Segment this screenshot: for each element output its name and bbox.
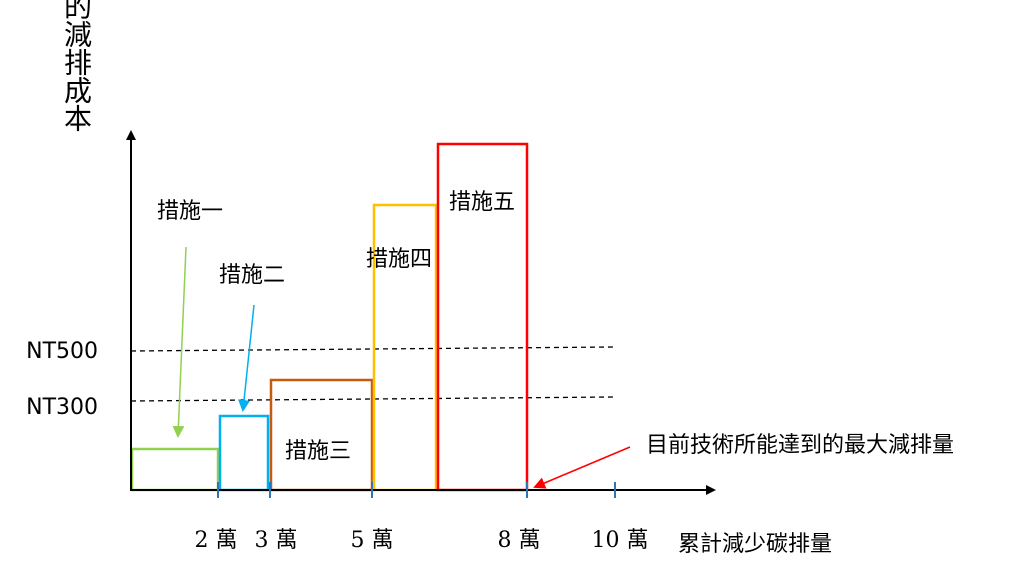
pointer-arrow xyxy=(533,446,631,489)
measure-label: 措施五 xyxy=(449,190,515,215)
measure-bar xyxy=(130,447,220,492)
x-tick-label: 2 萬 xyxy=(195,528,238,553)
y-axis-label: 每單位的減排成本 xyxy=(60,0,93,132)
x-tick-label: 5 萬 xyxy=(351,528,394,553)
pointer-arrow xyxy=(238,304,255,412)
x-tick-label: 8 萬 xyxy=(498,528,541,553)
level-label: NT300 xyxy=(26,395,98,420)
measure-label: 措施一 xyxy=(157,199,223,224)
measure-bar xyxy=(269,378,374,492)
x-ticks xyxy=(217,482,616,498)
measure-label: 措施三 xyxy=(285,439,351,464)
annotation: 目前技術所能達到的最大減排量 xyxy=(646,433,954,458)
pointer-arrow xyxy=(172,246,187,438)
level-line xyxy=(130,346,614,352)
measure-label: 措施二 xyxy=(219,263,285,288)
measure-label: 措施四 xyxy=(366,247,432,272)
level-label: NT500 xyxy=(26,339,98,364)
x-tick-label: 10 萬 xyxy=(592,528,649,553)
x-tick-label: 3 萬 xyxy=(255,528,298,553)
measure-bar xyxy=(218,414,270,492)
x-axis-label: 累計減少碳排量 xyxy=(678,532,832,557)
